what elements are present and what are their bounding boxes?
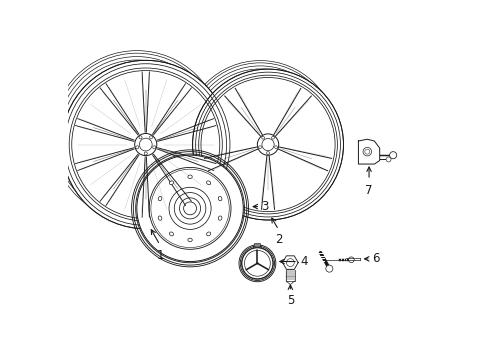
- Ellipse shape: [207, 181, 211, 185]
- Text: 7: 7: [366, 184, 373, 197]
- Ellipse shape: [219, 197, 222, 201]
- Text: 1: 1: [156, 249, 164, 262]
- Circle shape: [390, 152, 397, 159]
- Circle shape: [242, 248, 273, 279]
- Text: 6: 6: [372, 252, 379, 265]
- Text: 3: 3: [261, 200, 269, 213]
- Ellipse shape: [158, 216, 162, 220]
- Circle shape: [193, 69, 343, 220]
- Text: 4: 4: [301, 255, 308, 268]
- Circle shape: [137, 155, 243, 262]
- Ellipse shape: [170, 232, 173, 236]
- Ellipse shape: [207, 232, 211, 236]
- Circle shape: [363, 147, 371, 156]
- Polygon shape: [358, 139, 380, 164]
- Text: 5: 5: [287, 294, 294, 307]
- Ellipse shape: [188, 238, 192, 242]
- Ellipse shape: [170, 181, 173, 185]
- Text: 2: 2: [275, 233, 282, 246]
- Ellipse shape: [158, 197, 162, 201]
- Circle shape: [256, 262, 259, 264]
- Circle shape: [135, 134, 157, 156]
- Ellipse shape: [219, 216, 222, 220]
- Polygon shape: [283, 256, 298, 269]
- Circle shape: [348, 257, 354, 262]
- Circle shape: [326, 265, 333, 272]
- Ellipse shape: [188, 175, 192, 179]
- Circle shape: [386, 157, 391, 162]
- Circle shape: [62, 60, 230, 229]
- Circle shape: [257, 134, 279, 155]
